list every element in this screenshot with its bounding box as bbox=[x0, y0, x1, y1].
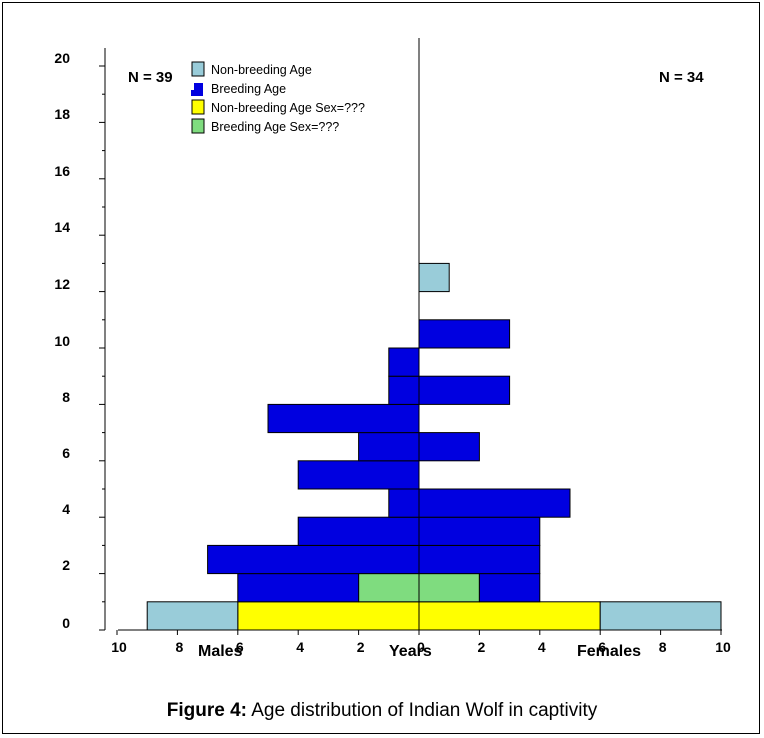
y-tick-label: 4 bbox=[62, 501, 70, 517]
x-tick-label: 0 bbox=[417, 639, 425, 655]
bar-male-age-1-breeding_unknown bbox=[358, 573, 420, 603]
bars-layer bbox=[146, 262, 722, 631]
bar-male-age-0-non_breeding_unknown bbox=[237, 601, 420, 631]
y-tick-label: 16 bbox=[54, 163, 70, 179]
females-n-label: N = 34 bbox=[659, 69, 704, 86]
bar-female-age-1-breeding bbox=[478, 573, 541, 603]
x-tick-label: 2 bbox=[478, 639, 486, 655]
bar-female-age-10-breeding bbox=[418, 319, 511, 349]
bar-male-age-3-breeding bbox=[297, 516, 420, 546]
bar-male-age-9-breeding bbox=[388, 347, 420, 377]
bar-female-age-12-non_breeding bbox=[418, 262, 450, 293]
legend-swatch-non_breeding_unknown bbox=[191, 99, 205, 115]
y-tick-label: 6 bbox=[62, 445, 70, 461]
bar-female-age-1-breeding_unknown bbox=[418, 573, 480, 603]
bar-male-age-4-breeding bbox=[388, 488, 420, 518]
x-tick-label: 4 bbox=[296, 639, 304, 655]
y-tick-label: 0 bbox=[62, 615, 70, 631]
bar-male-age-0-non_breeding bbox=[146, 601, 239, 631]
males-n-label: N = 39 bbox=[128, 69, 173, 86]
y-tick-label: 8 bbox=[62, 389, 70, 405]
bar-male-age-5-breeding bbox=[297, 460, 420, 490]
legend-label-breeding: Breeding Age bbox=[211, 82, 286, 96]
females-axis-label: Females bbox=[577, 643, 641, 660]
x-tick-label: 10 bbox=[111, 639, 127, 655]
y-tick-label: 12 bbox=[54, 276, 70, 292]
y-tick-label: 10 bbox=[54, 333, 70, 349]
y-tick-label: 2 bbox=[62, 557, 70, 573]
y-tick-label: 14 bbox=[54, 219, 70, 235]
x-tick-label: 10 bbox=[715, 639, 731, 655]
bar-female-age-2-breeding bbox=[418, 544, 541, 575]
legend-label-non_breeding: Non-breeding Age bbox=[211, 63, 312, 77]
bar-male-age-8-breeding bbox=[388, 375, 420, 405]
bar-male-age-6-breeding bbox=[358, 432, 420, 462]
bar-female-age-0-non_breeding bbox=[599, 601, 722, 631]
figure-caption: Figure 4: Age distribution of Indian Wol… bbox=[0, 700, 764, 722]
bar-female-age-8-breeding bbox=[418, 375, 511, 405]
bar-male-age-2-breeding bbox=[207, 544, 420, 575]
bar-female-age-0-non_breeding_unknown bbox=[418, 601, 601, 631]
x-tick-label: 8 bbox=[176, 639, 184, 655]
bar-female-age-3-breeding bbox=[418, 516, 541, 546]
x-tick-label: 2 bbox=[357, 639, 365, 655]
x-axis-title: Years bbox=[389, 643, 432, 660]
legend: Non-breeding Age Breeding Age Non-breeding… bbox=[191, 61, 365, 134]
x-tick-label: 4 bbox=[538, 639, 546, 655]
caption-prefix: Figure 4: bbox=[166, 700, 247, 721]
x-tick-label: 6 bbox=[598, 639, 606, 655]
x-tick-label: 8 bbox=[659, 639, 667, 655]
legend-label-non_breeding_unknown: Non-breeding Age Sex=??? bbox=[211, 101, 365, 115]
bar-male-age-1-breeding bbox=[237, 573, 360, 603]
y-tick-label: 20 bbox=[54, 50, 70, 66]
legend-swatch-breeding bbox=[191, 83, 203, 96]
bar-female-age-4-breeding bbox=[418, 488, 571, 518]
y-tick-label: 18 bbox=[54, 106, 70, 122]
bar-male-age-7-breeding bbox=[267, 403, 420, 434]
x-tick-label: 6 bbox=[236, 639, 244, 655]
legend-swatch-non_breeding bbox=[191, 61, 205, 77]
caption-text: Age distribution of Indian Wolf in capti… bbox=[246, 700, 598, 721]
bar-female-age-6-breeding bbox=[418, 432, 480, 462]
legend-swatch-breeding_unknown bbox=[191, 118, 205, 134]
males-axis-label: Males bbox=[198, 643, 243, 660]
legend-label-breeding_unknown: Breeding Age Sex=??? bbox=[211, 120, 339, 134]
